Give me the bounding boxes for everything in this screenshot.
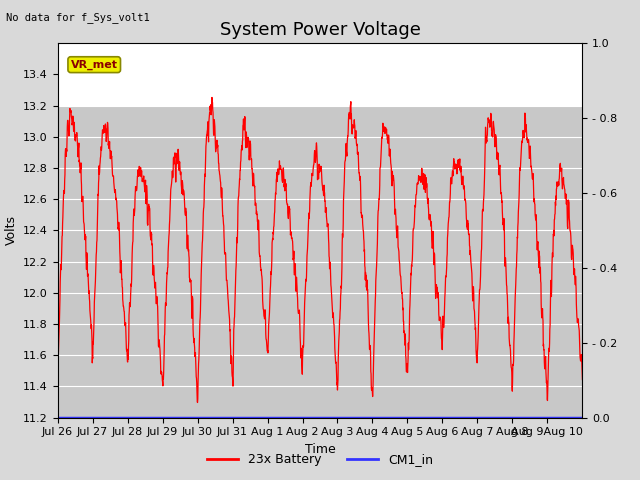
Legend: 23x Battery, CM1_in: 23x Battery, CM1_in [202, 448, 438, 471]
Text: VR_met: VR_met [70, 60, 118, 70]
Bar [58, 106, 582, 418]
Text: No data for f_Sys_volt1: No data for f_Sys_volt1 [6, 12, 150, 23]
X-axis label: Time: Time [305, 443, 335, 456]
Title: System Power Voltage: System Power Voltage [220, 21, 420, 39]
Y-axis label: Volts: Volts [4, 216, 17, 245]
